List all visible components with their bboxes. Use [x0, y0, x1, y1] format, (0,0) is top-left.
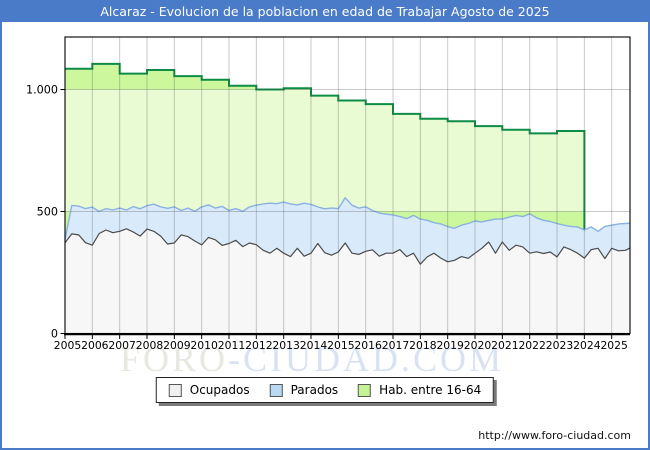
- svg-text:2006: 2006: [81, 339, 109, 352]
- legend-swatch-parados: [269, 383, 283, 397]
- page-title: Alcaraz - Evolucion de la poblacion en e…: [100, 4, 550, 19]
- svg-text:2015: 2015: [327, 339, 354, 352]
- svg-text:2019: 2019: [436, 339, 464, 352]
- svg-text:2024: 2024: [573, 339, 601, 352]
- svg-text:2011: 2011: [218, 339, 245, 352]
- watermark-part2: -CIUDAD.COM: [228, 339, 505, 379]
- svg-text:2023: 2023: [546, 339, 573, 352]
- watermark: FORO-CIUDAD.COM: [120, 338, 504, 380]
- svg-text:2014: 2014: [300, 339, 328, 352]
- svg-text:2010: 2010: [190, 339, 218, 352]
- svg-text:2016: 2016: [354, 339, 382, 352]
- svg-text:2012: 2012: [245, 339, 272, 352]
- svg-text:2005: 2005: [54, 339, 81, 352]
- svg-text:2018: 2018: [409, 339, 437, 352]
- svg-text:2025: 2025: [600, 339, 627, 352]
- svg-text:0: 0: [51, 327, 58, 340]
- watermark-part1: FORO: [120, 339, 229, 379]
- svg-text:500: 500: [37, 205, 58, 218]
- svg-text:2017: 2017: [382, 339, 409, 352]
- footer-url: http://www.foro-ciudad.com: [478, 429, 631, 442]
- legend-label-hab-16-64: Hab. entre 16-64: [379, 383, 482, 397]
- legend-item-parados: Parados: [269, 383, 339, 397]
- legend-label-ocupados: Ocupados: [189, 383, 250, 397]
- legend-item-hab-16-64: Hab. entre 16-64: [358, 383, 481, 397]
- title-bar: Alcaraz - Evolucion de la poblacion en e…: [2, 2, 648, 22]
- svg-text:2013: 2013: [272, 339, 299, 352]
- legend-box: Ocupados Parados Hab. entre 16-64: [155, 377, 495, 403]
- svg-text:2007: 2007: [108, 339, 135, 352]
- svg-text:2021: 2021: [491, 339, 518, 352]
- legend-item-ocupados: Ocupados: [168, 383, 250, 397]
- legend-swatch-hab-16-64: [358, 383, 372, 397]
- svg-text:2020: 2020: [464, 339, 492, 352]
- svg-text:2009: 2009: [163, 339, 191, 352]
- svg-text:1.000: 1.000: [26, 83, 58, 96]
- svg-text:2008: 2008: [136, 339, 164, 352]
- legend-swatch-ocupados: [168, 383, 182, 397]
- svg-text:2022: 2022: [518, 339, 545, 352]
- legend-label-parados: Parados: [290, 383, 339, 397]
